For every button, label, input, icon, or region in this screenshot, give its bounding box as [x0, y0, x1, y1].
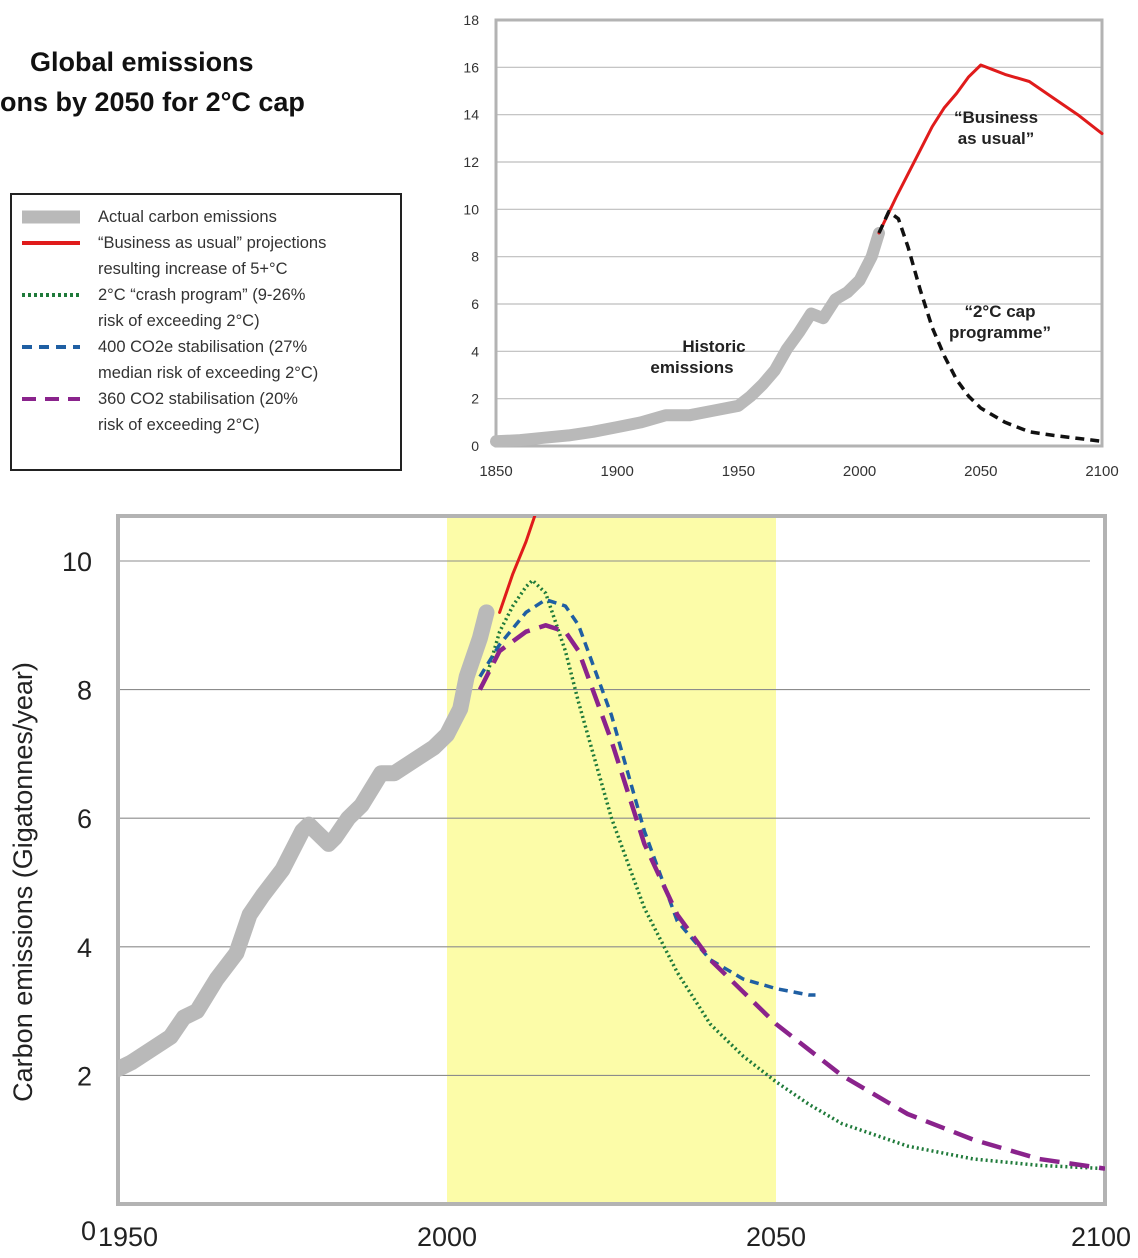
top-series-line-actual — [490, 227, 885, 448]
bottom-x-tick-labels: 1950 2000 2050 2100 — [98, 1222, 1131, 1252]
chart-title-line-1: Global emissions — [0, 42, 420, 82]
bottom-series-line-co2e400 — [478, 597, 816, 997]
historic-projection-chart: 0 2 4 6 8 10 12 14 16 18 1850 1900 1950 2000 2050 2100 H… — [463, 12, 1118, 480]
top-x-tick-label: 2000 — [843, 463, 876, 480]
bottom-x-tick-label: 2050 — [746, 1222, 806, 1252]
bottom-y-tick-label: 10 — [62, 547, 92, 577]
chart-title-block: Global emissions ons by 2050 for 2°C cap — [0, 42, 420, 122]
bottom-y-tick-label: 4 — [77, 933, 92, 963]
top-y-tick-label: 2 — [471, 391, 479, 407]
legend-swatch-crash — [22, 293, 80, 297]
bottom-series-line-co2360 — [477, 623, 1105, 1171]
top-annotation-historic: Historic — [682, 337, 745, 356]
top-y-tick-label: 8 — [471, 249, 479, 265]
bottom-y-tick-label: 8 — [77, 676, 92, 706]
top-series-line-cap — [877, 209, 1103, 444]
legend-swatch-co2e400 — [22, 345, 80, 349]
top-y-tick-label: 12 — [463, 154, 479, 170]
bottom-y-axis-label: Carbon emissions (Gigatonnes/year) — [8, 662, 38, 1102]
chart-title-line-2: ons by 2050 for 2°C cap — [0, 87, 305, 117]
top-x-tick-label: 2050 — [964, 463, 997, 480]
legend-label-bau: resulting increase of 5+°C — [98, 260, 288, 278]
bottom-x-tick-label: 1950 — [98, 1222, 158, 1252]
legend-label-co2360: risk of exceeding 2°C) — [98, 416, 260, 434]
top-y-tick-labels: 0 2 4 6 8 10 12 14 16 18 — [463, 12, 479, 454]
legend-swatch-co2360 — [22, 397, 80, 401]
bottom-series-line-crash — [484, 578, 1105, 1171]
top-series-line-bau — [877, 63, 1104, 235]
bottom-x-tick-label: 2100 — [1071, 1222, 1131, 1252]
bottom-y-tick-label: 2 — [77, 1061, 92, 1091]
legend-label-bau: “Business as usual” projections — [98, 234, 327, 252]
top-y-tick-label: 18 — [463, 12, 479, 28]
top-x-tick-label: 2100 — [1085, 463, 1118, 480]
top-x-tick-label: 1950 — [722, 463, 755, 480]
legend-label-actual: Actual carbon emissions — [98, 208, 277, 226]
top-annotation-cap: programme” — [949, 323, 1051, 342]
top-annotation-bau: as usual” — [958, 129, 1035, 148]
top-annotation-historic: emissions — [650, 358, 733, 377]
stabilisation-pathways-chart: 0 2 4 6 8 10 1950 2000 2050 2100 Carbon emissions … — [8, 514, 1131, 1252]
top-plot-frame — [494, 18, 1104, 448]
bottom-plot-frame — [116, 514, 1107, 1206]
top-y-tick-label: 4 — [471, 343, 479, 359]
top-y-tick-label: 6 — [471, 296, 479, 312]
legend-swatch-actual — [22, 210, 80, 224]
top-x-tick-label: 1850 — [479, 463, 512, 480]
chart-title-text-1: Global emissions — [30, 47, 254, 77]
legend-label-crash: 2°C “crash program” (9-26% — [98, 286, 306, 304]
bottom-series-line-actual — [118, 604, 495, 1077]
top-annotation-cap: “2°C cap — [964, 302, 1035, 321]
top-y-tick-label: 16 — [463, 59, 479, 75]
legend-label-co2360: 360 CO2 stabilisation (20% — [98, 390, 298, 408]
legend-label-crash: risk of exceeding 2°C) — [98, 312, 260, 330]
top-gridlines — [496, 66, 1102, 400]
bottom-y-tick-label: 6 — [77, 804, 92, 834]
top-y-tick-label: 0 — [471, 438, 479, 454]
legend-swatch-bau — [22, 241, 80, 245]
bottom-gridlines — [118, 560, 1090, 1076]
highlight-2000-2050 — [447, 516, 776, 1204]
bottom-series-line-bau — [498, 516, 537, 614]
top-x-tick-label: 1900 — [601, 463, 634, 480]
legend-label-co2e400: median risk of exceeding 2°C) — [98, 364, 319, 382]
bottom-y-tick-labels: 0 2 4 6 8 10 — [62, 547, 96, 1246]
top-x-tick-labels: 1850 1900 1950 2000 2050 2100 — [479, 463, 1118, 480]
top-annotation-bau: “Business — [954, 108, 1038, 127]
top-y-tick-label: 10 — [463, 201, 479, 217]
top-y-tick-label: 14 — [463, 107, 479, 123]
chart-legend: Actual carbon emissions “Business as usua… — [10, 193, 402, 471]
bottom-x-tick-label: 2000 — [417, 1222, 477, 1252]
bottom-y-tick-label: 0 — [81, 1216, 96, 1246]
legend-label-co2e400: 400 CO2e stabilisation (27% — [98, 338, 308, 356]
bottom-series-group — [118, 516, 1105, 1171]
